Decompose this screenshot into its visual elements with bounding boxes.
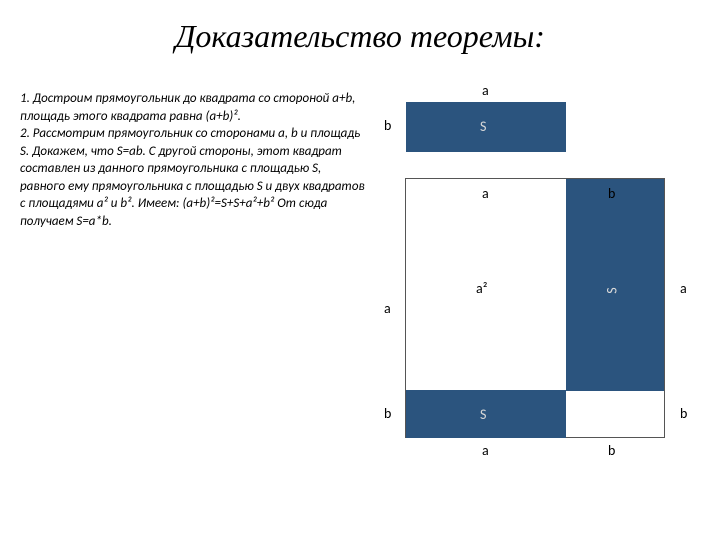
label-S-bottom: S	[480, 406, 486, 423]
label-mid-a: a	[482, 185, 489, 202]
label-right-a: a	[680, 280, 687, 297]
right-fill-rect	[566, 179, 664, 391]
label-bot-a: a	[482, 442, 489, 459]
label-a-squared: a²	[476, 280, 487, 297]
page-title: Доказательство теоремы:	[0, 18, 720, 55]
label-right-b: b	[680, 405, 687, 422]
label-bot-b: b	[608, 442, 615, 459]
label-top-a: a	[482, 82, 489, 99]
label-top-S: S	[480, 118, 486, 135]
proof-paragraph: 1. Достроим прямоугольник до квадрата со…	[20, 90, 365, 230]
label-left-b: b	[384, 405, 391, 422]
label-mid-b: b	[608, 185, 615, 202]
label-S-vertical: S	[604, 287, 621, 293]
label-top-b: b	[384, 117, 391, 134]
label-left-a: a	[384, 300, 391, 317]
